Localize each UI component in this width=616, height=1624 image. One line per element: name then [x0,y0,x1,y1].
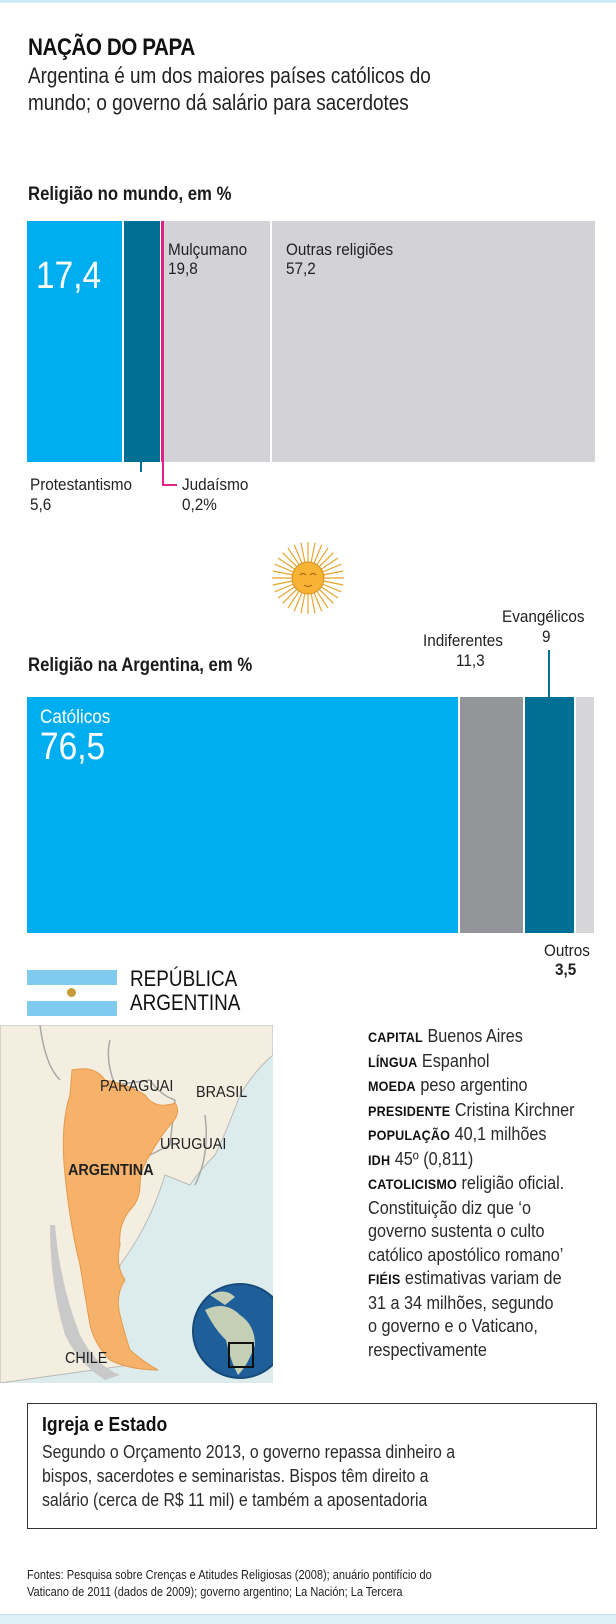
argentina-chart-title: Religião na Argentina, em % [28,655,253,676]
fact-population: POPULAÇÃO 40,1 milhões [368,1124,547,1144]
others-world-value: 57,2 [286,259,316,278]
sources-note: Fontes: Pesquisa sobre Crenças e Atitude… [27,1568,432,1599]
evangelical-value: 9 [542,627,551,646]
indifferent-label: Indiferentes [423,631,503,650]
subtitle-line-2: mundo; o governo dá salário para sacerdo… [28,90,409,115]
bar-segment-evangelical [525,697,574,933]
fact-hdi: IDH 45º (0,811) [368,1148,474,1169]
judaism-label: Judaísmo [182,475,249,494]
fact-faithful: FIÉIS estimativas variam de [368,1268,562,1288]
country-facts: CAPITAL Buenos Aires LÍNGUA Espanhol MOE… [368,1025,602,1362]
page-subtitle: Argentina é um dos maiores países católi… [28,62,596,116]
protestant-leader-line [140,462,142,472]
fact-catholicism: CATOLICISMO religião oficial. [368,1173,565,1193]
fact-faithful-cont-1: 31 a 34 milhões, segundo [368,1292,554,1313]
sun-of-may-icon [270,540,346,616]
fact-currency: MOEDA peso argentino [368,1075,528,1095]
map-label-paraguay: PARAGUAI [100,1078,174,1095]
country-name-line-2: ARGENTINA [130,990,241,1015]
bar-segment-others [272,221,595,462]
muslim-value: 19,8 [168,259,198,278]
map-label-chile: CHILE [65,1350,108,1367]
church-state-box: Igreja e Estado Segundo o Orçamento 2013… [27,1403,597,1529]
protestant-label: Protestantismo [30,475,133,494]
church-state-body: Segundo o Orçamento 2013, o governo repa… [42,1442,456,1510]
fact-catholicism-cont-2: governo sustenta o culto [368,1221,545,1241]
map-label-uruguay: URUGUAI [160,1136,227,1153]
fact-catholicism-cont-3: católico apostólico romano’ [368,1244,564,1265]
fact-faithful-cont-3: respectivamente [368,1339,487,1360]
argentina-flag-icon [27,970,117,1016]
judaism-leader-line-vertical [162,462,164,486]
argentina-religion-chart: Evangélicos 9 Indiferentes 11,3 Católico… [0,600,616,979]
map-label-brazil: BRASIL [196,1084,248,1101]
catholic-argentina-label: Católicos [40,707,111,728]
argentina-map: PARAGUAI BRASIL URUGUAI ARGENTINA CHILE [0,1025,273,1383]
fact-president: PRESIDENTE Cristina Kirchner [368,1099,575,1120]
church-state-title: Igreja e Estado [42,1414,168,1436]
others-argentina-label: Outros [544,941,590,960]
muslim-label: Mulçumano [168,240,248,259]
bar-segment-protestant [124,221,160,462]
country-name: REPÚBLICA ARGENTINA [130,967,240,1015]
world-chart-title: Religião no mundo, em % [28,184,232,205]
fact-faithful-cont-2: o governo e o Vaticano, [368,1316,538,1336]
indifferent-value: 11,3 [456,651,485,670]
country-name-line-1: REPÚBLICA [130,966,238,991]
judaism-leader-line-horizontal [162,484,177,486]
bar-segment-catholic-argentina [27,697,458,933]
others-world-label: Outras religiões [286,240,394,259]
fact-language: LÍNGUA Espanhol [368,1050,490,1071]
top-border [0,0,616,3]
page-title: NAÇÃO DO PAPA [28,34,195,61]
catholic-argentina-value: 76,5 [40,726,106,768]
others-argentina-value: 3,5 [555,960,577,979]
fact-catholicism-cont-1: Constituição diz que ‘o [368,1197,531,1218]
subtitle-line-1: Argentina é um dos maiores países católi… [28,63,431,88]
protestant-value: 5,6 [30,495,52,514]
bar-segment-catholic [27,221,122,462]
bar-segment-others-argentina [576,697,594,933]
bar-segment-judaism [161,221,164,462]
evangelical-leader-line [548,650,550,697]
bar-segment-muslim [164,221,270,462]
map-label-argentina: ARGENTINA [68,1162,154,1179]
judaism-value: 0,2% [182,495,217,514]
fact-capital: CAPITAL Buenos Aires [368,1026,523,1046]
evangelical-label: Evangélicos [502,607,585,626]
bottom-border [0,1614,616,1624]
catholic-world-value: 17,4 [36,255,102,297]
world-religion-chart: 17,4 Mulçumano 19,8 Outras religiões 57,… [0,0,616,520]
bar-segment-indifferent [460,697,523,933]
